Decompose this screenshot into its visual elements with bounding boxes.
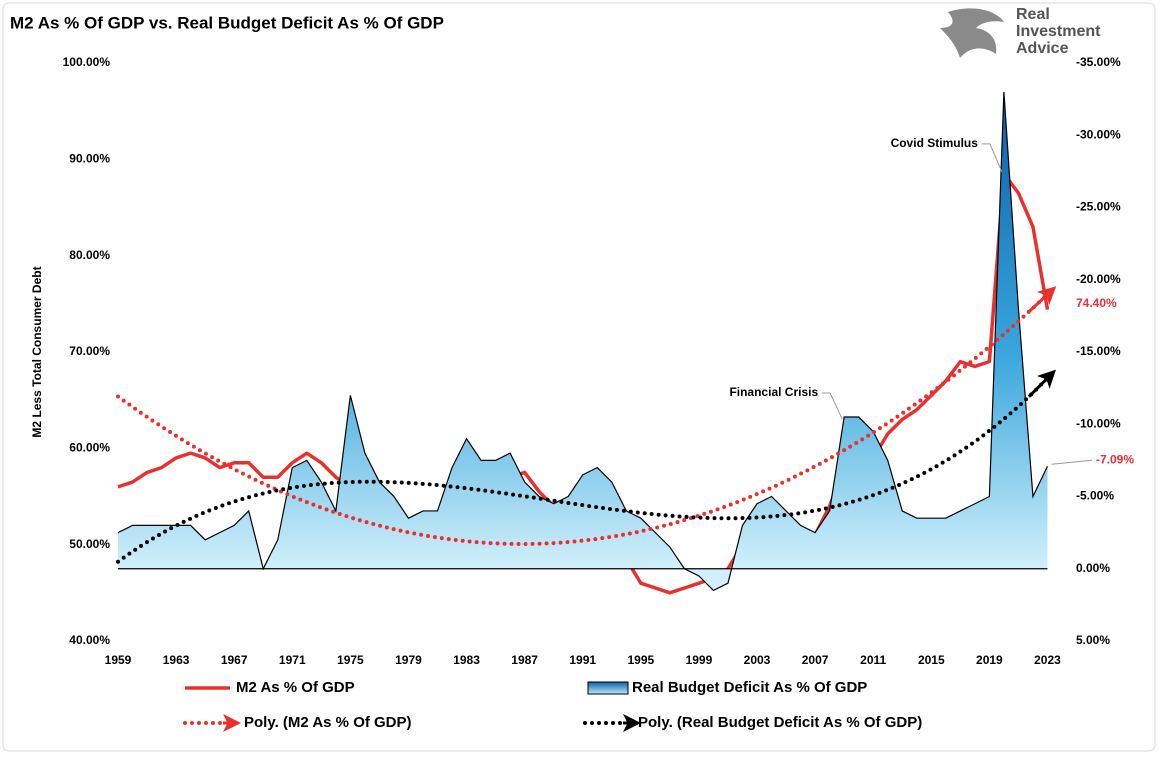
trend-line	[116, 376, 1050, 564]
x-tick-label: 2007	[802, 653, 829, 667]
label-leader	[1051, 459, 1093, 465]
y2-tick-label: -15.00%	[1076, 344, 1121, 358]
annotation-leader	[981, 143, 1003, 173]
x-tick-label: 2023	[1034, 653, 1061, 667]
logo-text: Investment	[1016, 23, 1101, 40]
legend-swatch	[587, 681, 629, 695]
logo-text: Advice	[1016, 40, 1069, 57]
legend-label: Real Budget Deficit As % Of GDP	[632, 679, 867, 696]
x-tick-label: 2003	[744, 653, 771, 667]
value-label: -7.09%	[1096, 452, 1134, 466]
x-tick-label: 1999	[686, 653, 713, 667]
x-tick-label: 2019	[976, 653, 1003, 667]
annotation: Covid Stimulus	[891, 136, 979, 150]
legend-label: Poly. (M2 As % Of GDP)	[244, 714, 412, 731]
x-tick-label: 1987	[511, 653, 538, 667]
trend-arrow	[1027, 286, 1057, 313]
annotation-leader	[822, 392, 843, 420]
y-tick-label: 90.00%	[69, 152, 110, 166]
y2-tick-label: 0.00%	[1076, 561, 1110, 575]
y2-tick-label: 5.00%	[1076, 633, 1110, 647]
y-tick-label: 50.00%	[69, 537, 110, 551]
x-tick-label: 1991	[569, 653, 596, 667]
logo-text: Real	[1016, 6, 1050, 23]
x-tick-label: 1971	[279, 653, 306, 667]
y-axis-label: M2 Less Total Consumer Debt	[30, 266, 44, 437]
y-tick-label: 40.00%	[69, 633, 110, 647]
trend-arrow	[1027, 369, 1056, 398]
y2-tick-label: -35.00%	[1076, 55, 1121, 69]
annotation: Financial Crisis	[729, 385, 818, 399]
x-tick-label: 1967	[221, 653, 248, 667]
x-tick-label: 1963	[163, 653, 190, 667]
y-tick-label: 60.00%	[69, 441, 110, 455]
area-outline	[117, 91, 1049, 592]
y2-tick-label: -10.00%	[1076, 416, 1121, 430]
frame	[2, 2, 1156, 752]
x-tick-label: 1983	[453, 653, 480, 667]
chart-title: M2 As % Of GDP vs. Real Budget Deficit A…	[10, 13, 444, 32]
logo: Real Investment Advice	[940, 6, 1101, 59]
value-label: 74.40%	[1076, 296, 1117, 310]
legend-label: M2 As % Of GDP	[236, 679, 355, 696]
y-tick-label: 70.00%	[69, 344, 110, 358]
y2-tick-label: -5.00%	[1076, 489, 1114, 503]
legend-label: Poly. (Real Budget Deficit As % Of GDP)	[638, 714, 922, 731]
area-fill	[118, 91, 1048, 591]
y-tick-label: 100.00%	[63, 55, 111, 69]
x-tick-label: 1995	[627, 653, 654, 667]
y2-tick-label: -20.00%	[1076, 272, 1121, 286]
x-tick-label: 1959	[105, 653, 132, 667]
trend-line	[116, 292, 1050, 546]
x-tick-label: 1975	[337, 653, 364, 667]
y2-tick-label: -25.00%	[1076, 200, 1121, 214]
x-tick-label: 1979	[395, 653, 422, 667]
y2-tick-label: -30.00%	[1076, 127, 1121, 141]
x-tick-label: 2015	[918, 653, 945, 667]
x-tick-label: 2011	[860, 653, 886, 667]
y-tick-label: 80.00%	[69, 248, 110, 262]
